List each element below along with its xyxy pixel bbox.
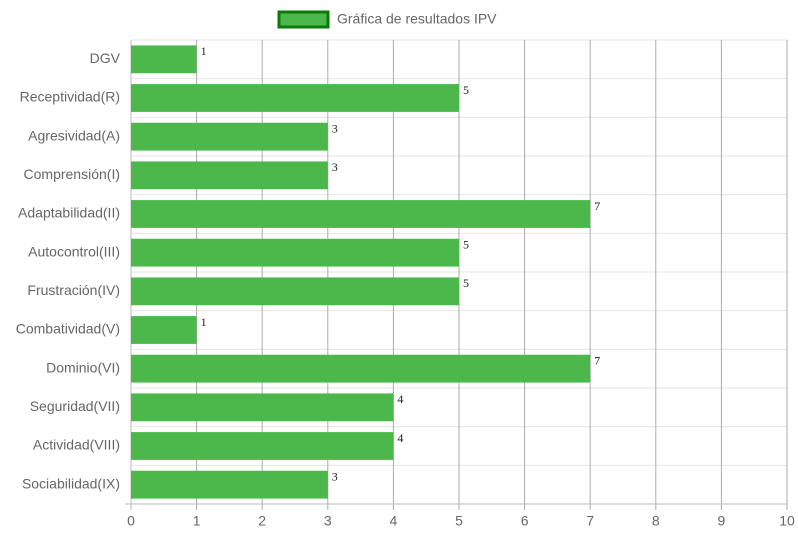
y-tick-label: Frustración(IV) — [27, 282, 120, 298]
x-tick-label: 4 — [390, 513, 398, 529]
y-tick-label: Autocontrol(III) — [28, 243, 120, 259]
x-tick-label: 7 — [586, 513, 594, 529]
bar — [131, 161, 328, 190]
bar — [131, 470, 328, 499]
bar — [131, 354, 591, 383]
bar — [131, 238, 459, 267]
x-tick-label: 5 — [455, 513, 463, 529]
value-label: 3 — [332, 121, 338, 135]
bar — [131, 122, 328, 151]
y-tick-label: Sociabilidad(IX) — [22, 475, 120, 491]
bar — [131, 45, 197, 74]
bar — [131, 277, 459, 306]
x-tick-label: 9 — [718, 513, 726, 529]
value-label: 5 — [463, 276, 469, 290]
bar — [131, 200, 591, 228]
y-tick-label: Adaptabilidad(II) — [18, 205, 120, 221]
value-label: 7 — [594, 353, 600, 367]
x-tick-label: 10 — [779, 513, 795, 529]
x-tick-label: 6 — [521, 513, 529, 529]
y-tick-label: Receptividad(R) — [20, 89, 120, 105]
x-tick-label: 2 — [258, 513, 266, 529]
value-label: 1 — [201, 44, 207, 58]
value-label: 1 — [201, 315, 207, 329]
value-label: 7 — [594, 199, 600, 213]
x-tick-label: 3 — [324, 513, 332, 529]
x-tick-label: 0 — [127, 513, 135, 529]
y-tick-label: DGV — [90, 50, 121, 66]
legend-label: Gráfica de resultados IPV — [337, 11, 497, 27]
y-tick-label: Agresividad(A) — [28, 127, 120, 143]
y-tick-label: Comprensión(I) — [24, 166, 120, 182]
x-tick-label: 8 — [652, 513, 660, 529]
bar — [131, 432, 394, 460]
value-label: 3 — [332, 469, 338, 483]
y-tick-label: Combatividad(V) — [16, 321, 120, 337]
value-label: 4 — [397, 392, 403, 406]
y-tick-label: Seguridad(VII) — [30, 398, 120, 414]
value-label: 5 — [463, 237, 469, 251]
y-tick-label: Dominio(VI) — [46, 359, 120, 375]
value-label: 4 — [397, 431, 403, 445]
x-tick-label: 1 — [193, 513, 201, 529]
bar — [131, 393, 394, 422]
bar — [131, 316, 197, 344]
value-label: 5 — [463, 83, 469, 97]
bar — [131, 84, 459, 112]
y-tick-label: Actividad(VIII) — [33, 437, 120, 453]
value-label: 3 — [332, 160, 338, 174]
legend-swatch — [277, 10, 330, 29]
